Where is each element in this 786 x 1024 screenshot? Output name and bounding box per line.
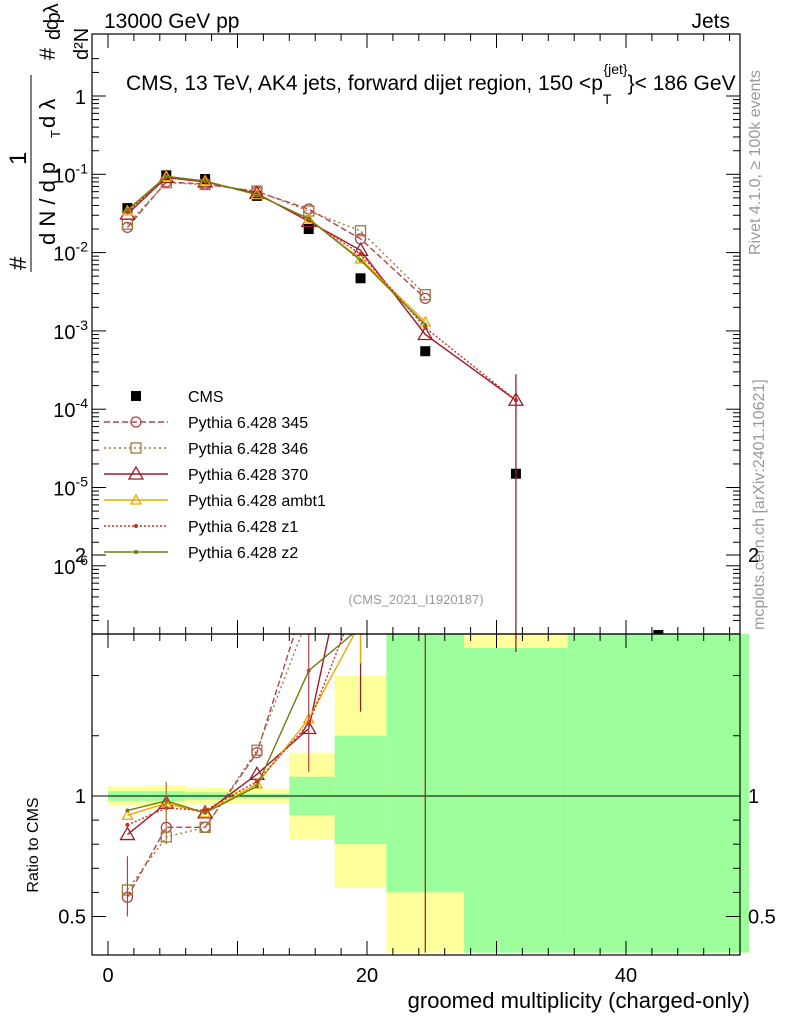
main-point-z2-0: [125, 207, 130, 212]
legend-marker-z2: [134, 550, 138, 554]
main-point-ambt1-0: [121, 204, 134, 216]
ratio-line-p345: [126, 634, 296, 898]
main-point-data-offscale: [653, 630, 664, 634]
mcplots-label: mcplots.cern.ch [arXiv:2401.10621]: [751, 379, 768, 630]
ratio-point-z1-0: [125, 822, 130, 827]
main-point-z2-4: [306, 216, 311, 221]
legend-label-z1: Pythia 6.428 z1: [188, 519, 298, 536]
plot-title-sup: {jet}: [603, 61, 627, 77]
ratio-point-p346-2: [199, 821, 211, 833]
y-label-dnn: d²N: [71, 28, 93, 60]
plot-title-main: CMS, 13 TeV, AK4 jets, forward dijet reg…: [126, 72, 603, 95]
legend-label-data: CMS: [188, 389, 224, 406]
main-ytick-label-5: 10-5: [53, 474, 88, 501]
band-inner-5: [334, 735, 387, 845]
main-point-z1-5: [358, 251, 363, 256]
main-point-z2-2: [203, 179, 208, 184]
main-point-ambt1-1: [160, 170, 173, 182]
x-axis-label: groomed multiplicity (charged-only): [408, 988, 750, 1013]
process-label: Jets: [691, 10, 730, 33]
ratio-ytick-label-2: 2: [75, 545, 86, 567]
uncertainty-bands: [108, 634, 750, 953]
main-line-p370: [126, 176, 517, 401]
legend-label-z2: Pythia 6.428 z2: [188, 545, 298, 562]
ratio-point-z2-2: [203, 810, 208, 815]
ratio-frame: [91, 633, 741, 956]
main-point-z2-1: [164, 174, 169, 179]
main-point-p346-5: [354, 225, 367, 237]
ratio-ytick-label-r-0: 0.5: [748, 907, 776, 929]
legend-label-ambt1: Pythia 6.428 ambt1: [188, 493, 326, 510]
y-label-hash: #: [5, 256, 32, 270]
legend-marker-p345: [130, 416, 142, 428]
plot-title: CMS, 13 TeV, AK4 jets, forward dijet reg…: [126, 61, 736, 107]
legend-marker-ambt1: [129, 493, 143, 505]
ratio-point-p346-3: [251, 744, 263, 756]
band-inner-7: [464, 634, 568, 953]
axis-ticks: 1 10-1 10-2 10-3 10-4 10-5 10-6 0 20 40 0.5 0.5 1 1 2 2: [53, 34, 776, 987]
y-label-dn: d N / d p: [35, 162, 60, 245]
legend-label-p346: Pythia 6.428 346: [188, 441, 308, 458]
main-ytick-label-6: 10-6: [53, 552, 88, 579]
ratio-ytick-label-1: 1: [75, 786, 86, 808]
ratio-series: [119, 634, 517, 953]
main-ytick-label-4: 10-4: [53, 395, 88, 422]
y-label-t1: T: [48, 130, 63, 138]
y-label-dlambda: d λ: [41, 3, 63, 30]
rivet-label: Rivet 4.1.0, ≥ 100k events: [747, 70, 764, 255]
y-label-dp: d p: [43, 12, 65, 40]
legend-marker-data: [131, 391, 141, 401]
plot-title-sub: T: [603, 91, 612, 107]
main-point-p346-4: [303, 205, 315, 217]
main-point-z1-6: [423, 325, 428, 330]
ratio-point-z2-0: [125, 808, 130, 813]
plot-title-end: }< 186 GeV: [628, 72, 736, 95]
main-ytick-label-2: 10-2: [53, 239, 88, 266]
main-series: [119, 169, 664, 634]
y-label-one: 1: [5, 152, 32, 165]
main-point-z2-6: [423, 322, 428, 327]
main-point-z2-5: [358, 258, 363, 263]
main-point-p370-6: [417, 326, 434, 341]
main-point-data-5: [355, 273, 366, 284]
beam-label: 13000 GeV pp: [104, 10, 239, 33]
legend-marker-p346: [130, 442, 142, 454]
legend-label-p345: Pythia 6.428 345: [188, 415, 308, 432]
main-line-z1: [126, 176, 517, 401]
legend-marker-p370: [127, 465, 145, 480]
main-point-data-4: [303, 224, 314, 235]
legend-marker-z1: [134, 524, 138, 528]
xtick-label-1: 20: [356, 965, 378, 987]
ratio-line-z1: [127, 634, 345, 826]
main-ytick-label-0: 1: [75, 87, 86, 109]
analysis-id: (CMS_2021_I1920187): [348, 592, 483, 607]
legend: CMS Pythia 6.428 345 Pythia 6.428 346 Pythi…: [104, 389, 326, 562]
main-ytick-label-1: 10-1: [53, 160, 88, 187]
main-point-p346-6: [419, 289, 431, 301]
ratio-ytick-label-r-2: 2: [748, 545, 759, 567]
legend-label-p370: Pythia 6.428 370: [188, 467, 308, 484]
y-label-dl: d λ: [35, 99, 60, 128]
y-label-hash2: #: [35, 47, 60, 60]
main-point-data-6: [420, 346, 431, 357]
ratio-ytick-label-r-1: 1: [748, 786, 759, 808]
main-y-axis-label: # d N / d p T d λ 1 # d²N d p d λ: [5, 3, 93, 272]
ratio-point-p370-0: [119, 826, 136, 841]
main-point-z2-3: [254, 192, 259, 197]
xtick-label-2: 40: [615, 965, 637, 987]
main-ytick-label-3: 10-3: [53, 317, 88, 344]
ratio-y-axis-label: Ratio to CMS: [25, 797, 42, 892]
main-frame: [91, 33, 741, 635]
band-inner-8: [567, 634, 750, 953]
xtick-label-0: 0: [102, 965, 113, 987]
ratio-ytick-label-0: 0.5: [58, 907, 86, 929]
ratio-point-z2-3: [254, 784, 259, 789]
ratio-point-ambt1-0: [121, 808, 134, 820]
